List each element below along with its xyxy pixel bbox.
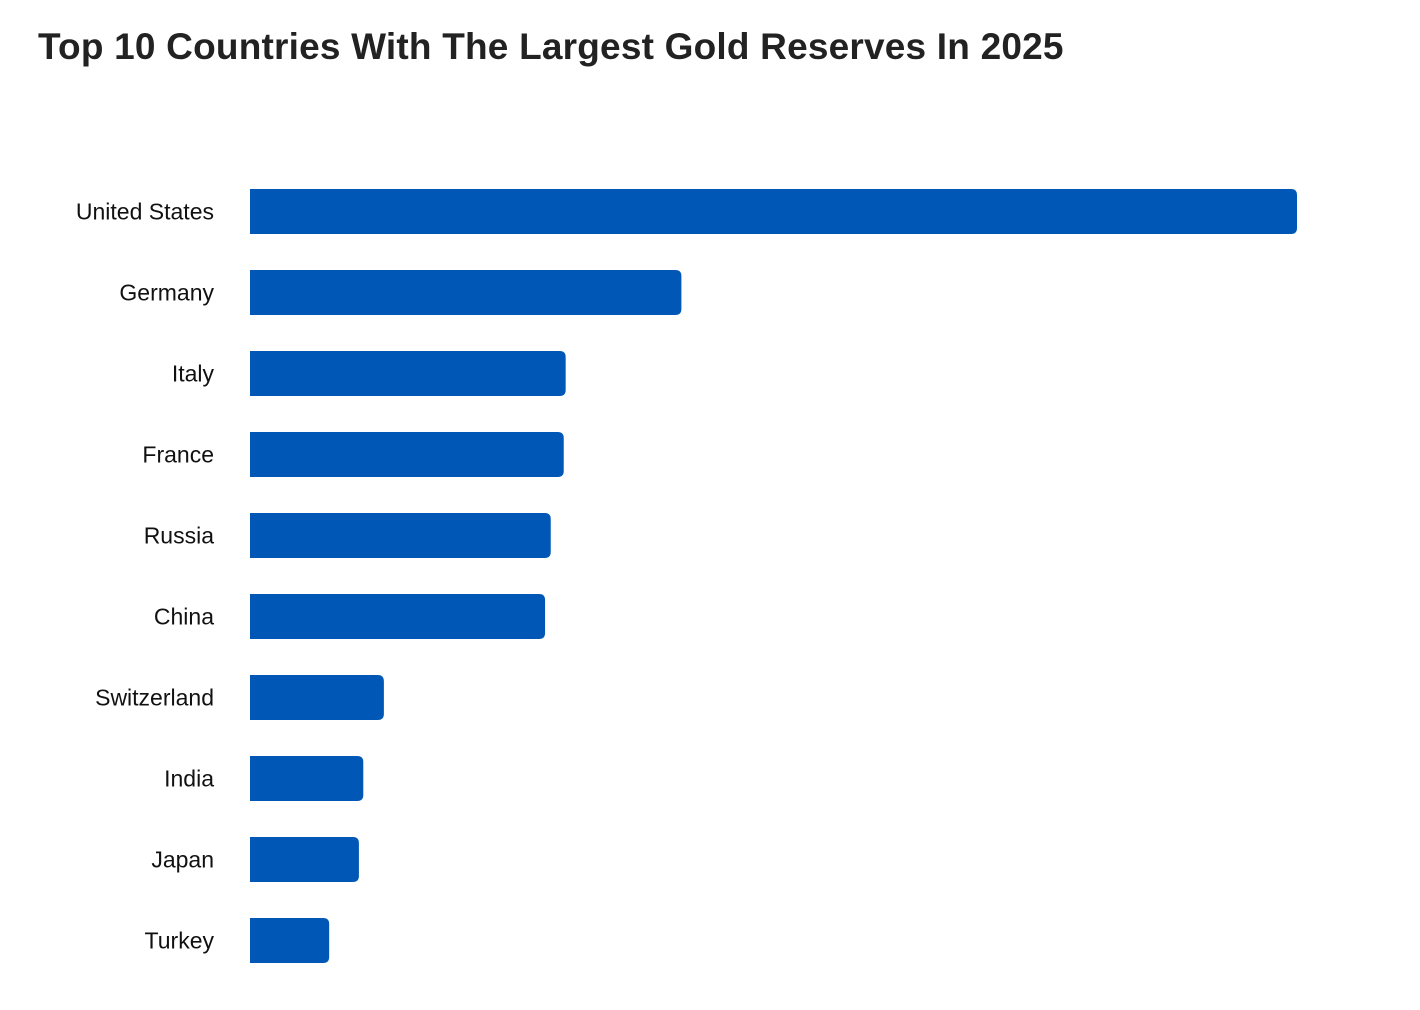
category-label: Switzerland bbox=[95, 685, 214, 711]
category-label: United States bbox=[76, 199, 214, 225]
category-label: France bbox=[142, 442, 214, 468]
category-label: Turkey bbox=[145, 928, 215, 954]
bar-india bbox=[250, 756, 364, 801]
bar-russia bbox=[250, 513, 551, 558]
bar-germany bbox=[250, 270, 682, 315]
bar-switzerland bbox=[250, 675, 384, 720]
category-label: Germany bbox=[119, 280, 214, 306]
chart-title: Top 10 Countries With The Largest Gold R… bbox=[38, 26, 1064, 67]
category-label: China bbox=[154, 604, 214, 630]
category-label: Italy bbox=[172, 361, 215, 387]
category-label: Japan bbox=[151, 847, 214, 873]
bar-china bbox=[250, 594, 546, 639]
category-label: Russia bbox=[144, 523, 215, 549]
bar-turkey bbox=[250, 918, 330, 963]
bar-france bbox=[250, 432, 564, 477]
bar-japan bbox=[250, 837, 359, 882]
category-label: India bbox=[164, 766, 214, 792]
bar-italy bbox=[250, 351, 566, 396]
bar-united-states bbox=[250, 189, 1297, 234]
